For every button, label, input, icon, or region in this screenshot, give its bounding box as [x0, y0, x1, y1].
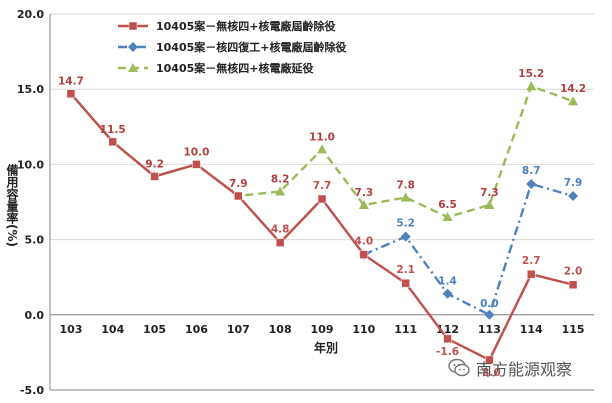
- y-tick-label: 15.0: [17, 83, 44, 96]
- series-2-marker: [568, 190, 579, 201]
- x-tick-label: 113: [478, 323, 501, 336]
- x-tick-label: 111: [394, 323, 417, 336]
- series-1-marker: [568, 280, 578, 289]
- series-1-marker: [275, 238, 285, 247]
- series-1-marker: [66, 89, 76, 98]
- data-label: -3.0: [478, 367, 501, 379]
- series-lines: [70, 84, 574, 362]
- y-tick-label: 0.0: [25, 309, 45, 322]
- y-tick-labels: 20.0 15.0 10.0 5.0 0.0 -5.0: [17, 8, 44, 397]
- series-1-marker: [234, 191, 243, 201]
- x-tick-label: 105: [143, 323, 166, 336]
- data-label: 2.1: [396, 264, 415, 276]
- data-label: 7.3: [355, 187, 374, 199]
- series-line-2: [363, 182, 574, 316]
- data-label: 14.7: [58, 76, 84, 88]
- data-label: 7.8: [396, 179, 415, 191]
- legend: 10405案－無核四+核電廠屆齡除役 10405案－核四復工+核電廠屆齡除役 104…: [118, 19, 347, 75]
- data-label: 8.2: [271, 173, 290, 185]
- data-label: 4.8: [271, 224, 290, 236]
- watermark: 南方能源观察: [448, 352, 572, 384]
- x-axis-label: 年別: [314, 340, 338, 355]
- series-1-marker: [192, 160, 201, 169]
- series-1-marker: [443, 334, 452, 344]
- wechat-bubble-icon: [448, 358, 470, 377]
- y-tick-label: 5.0: [25, 234, 45, 247]
- legend-swatch-marker: [128, 42, 138, 52]
- x-tick-label: 109: [311, 323, 334, 336]
- x-tick-label: 104: [101, 323, 124, 336]
- x-tick-label: 110: [352, 323, 375, 336]
- data-label: 6.5: [438, 199, 457, 211]
- series-3-marker: [275, 186, 286, 196]
- data-label: -1.6: [436, 346, 459, 358]
- series-1-marker: [401, 278, 410, 288]
- series-3-marker: [568, 96, 579, 106]
- x-tick-label: 115: [562, 323, 585, 336]
- series-1-marker: [485, 355, 494, 365]
- series-3-marker: [526, 81, 537, 91]
- y-tick-label: -5.0: [20, 384, 44, 397]
- series-3-marker: [442, 212, 453, 222]
- data-label: 4.0: [355, 236, 374, 248]
- data-label: 7.3: [480, 187, 499, 199]
- data-labels: 4.8 7.7 4.0 2.1 -1.6 -3.0 2.7 2.0 5.2 1.4 0.0 8.7 7.…: [58, 68, 586, 379]
- data-label: 7.9: [564, 177, 583, 189]
- data-label: 0.0: [480, 298, 499, 310]
- series-2-marker: [484, 309, 495, 320]
- x-tick-labels: 103 104 105 106 107 108 109 110 111 112 113 114 115: [59, 323, 584, 336]
- data-label: 7.9: [229, 178, 248, 190]
- data-label: 9.2: [145, 158, 164, 170]
- x-tick-label: 114: [520, 323, 543, 336]
- data-label: 8.7: [522, 165, 541, 177]
- x-tick-label: 106: [185, 323, 208, 336]
- x-tick-label: 103: [59, 323, 82, 336]
- series-1-marker: [526, 269, 536, 279]
- data-label: 1.4: [438, 276, 457, 288]
- data-label: 5.2: [396, 218, 415, 230]
- series-1-marker: [108, 137, 118, 147]
- legend-swatch-marker: [128, 63, 138, 72]
- data-label: 11.5: [100, 124, 126, 136]
- watermark-text: 南方能源观察: [476, 360, 573, 379]
- data-label: 14.2: [560, 83, 586, 95]
- series-1-marker: [317, 194, 327, 204]
- legend-swatch-marker: [128, 21, 138, 31]
- data-label: 10.0: [184, 146, 210, 158]
- legend-entry: 10405案－無核四+核電廠屆齡除役: [156, 19, 336, 33]
- data-label: 11.0: [309, 131, 335, 143]
- series-3-marker: [317, 144, 327, 154]
- series-markers: [65, 81, 579, 365]
- legend-entry: 10405案－無核四+核電廠延役: [156, 61, 314, 75]
- legend-entry: 10405案－核四復工+核電廠屆齡除役: [156, 40, 347, 54]
- series-2-marker: [442, 288, 453, 299]
- data-label: 2.7: [522, 255, 541, 267]
- series-2-marker: [526, 178, 537, 189]
- y-tick-label: 10.0: [17, 158, 44, 171]
- axes: [49, 14, 594, 391]
- data-label: 7.7: [313, 180, 332, 192]
- y-axis-label: 備用容量率(%): [5, 163, 19, 247]
- series-1-marker: [150, 172, 159, 181]
- series-3-marker: [400, 192, 411, 202]
- y-tick-label: 20.0: [17, 8, 44, 21]
- series-3-marker: [484, 200, 495, 210]
- series-2-marker: [400, 231, 411, 242]
- data-label: 2.0: [564, 266, 583, 278]
- series-3-marker: [358, 200, 369, 210]
- x-tick-label: 108: [269, 323, 292, 336]
- data-label: 15.2: [518, 68, 544, 80]
- series-1-marker: [359, 250, 369, 259]
- x-tick-label: 107: [227, 323, 250, 336]
